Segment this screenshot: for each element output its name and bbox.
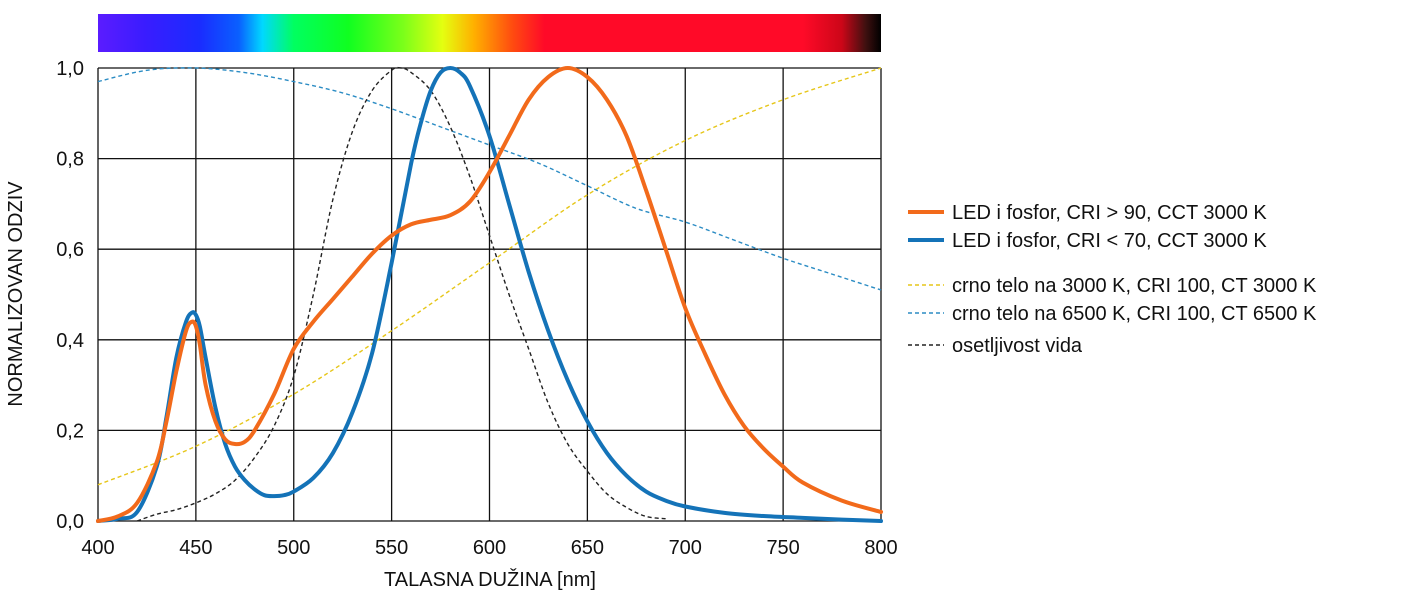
x-tick-label: 750 — [766, 537, 799, 559]
legend-label-4: crno telo na 6500 K, CRI 100, CT 6500 K — [952, 303, 1317, 325]
y-tick-label: 0,0 — [56, 511, 84, 533]
x-tick-label: 700 — [669, 537, 702, 559]
x-tick-label: 550 — [375, 537, 408, 559]
x-axis-title: TALASNA DUŽINA [nm] — [384, 568, 596, 590]
legend-label-3: crno telo na 3000 K, CRI 100, CT 3000 K — [952, 275, 1317, 297]
x-tick-label: 450 — [179, 537, 212, 559]
y-tick-label: 0,6 — [56, 239, 84, 261]
series-line-3 — [97, 67, 882, 486]
y-tick-label: 1,0 — [56, 58, 84, 80]
y-tick-label: 0,4 — [56, 330, 84, 352]
series-line-4 — [97, 67, 882, 291]
legend-label-2: LED i fosfor, CRI < 70, CCT 3000 K — [952, 230, 1267, 252]
x-tick-label: 500 — [277, 537, 310, 559]
x-tick-label: 650 — [571, 537, 604, 559]
series-line-5 — [136, 66, 666, 522]
legend-label-5: osetljivost vida — [952, 335, 1083, 357]
spectrum-color-bar — [98, 14, 881, 52]
x-tick-label: 400 — [81, 537, 114, 559]
series-line-1 — [96, 66, 883, 523]
y-tick-label: 0,8 — [56, 149, 84, 171]
legend-label-1: LED i fosfor, CRI > 90, CCT 3000 K — [952, 202, 1267, 224]
series-line-2 — [96, 66, 883, 523]
y-axis-title: NORMALIZOVAN ODZIV — [5, 181, 27, 407]
x-tick-label: 600 — [473, 537, 506, 559]
y-tick-label: 0,2 — [56, 420, 84, 442]
x-tick-label: 800 — [864, 537, 897, 559]
